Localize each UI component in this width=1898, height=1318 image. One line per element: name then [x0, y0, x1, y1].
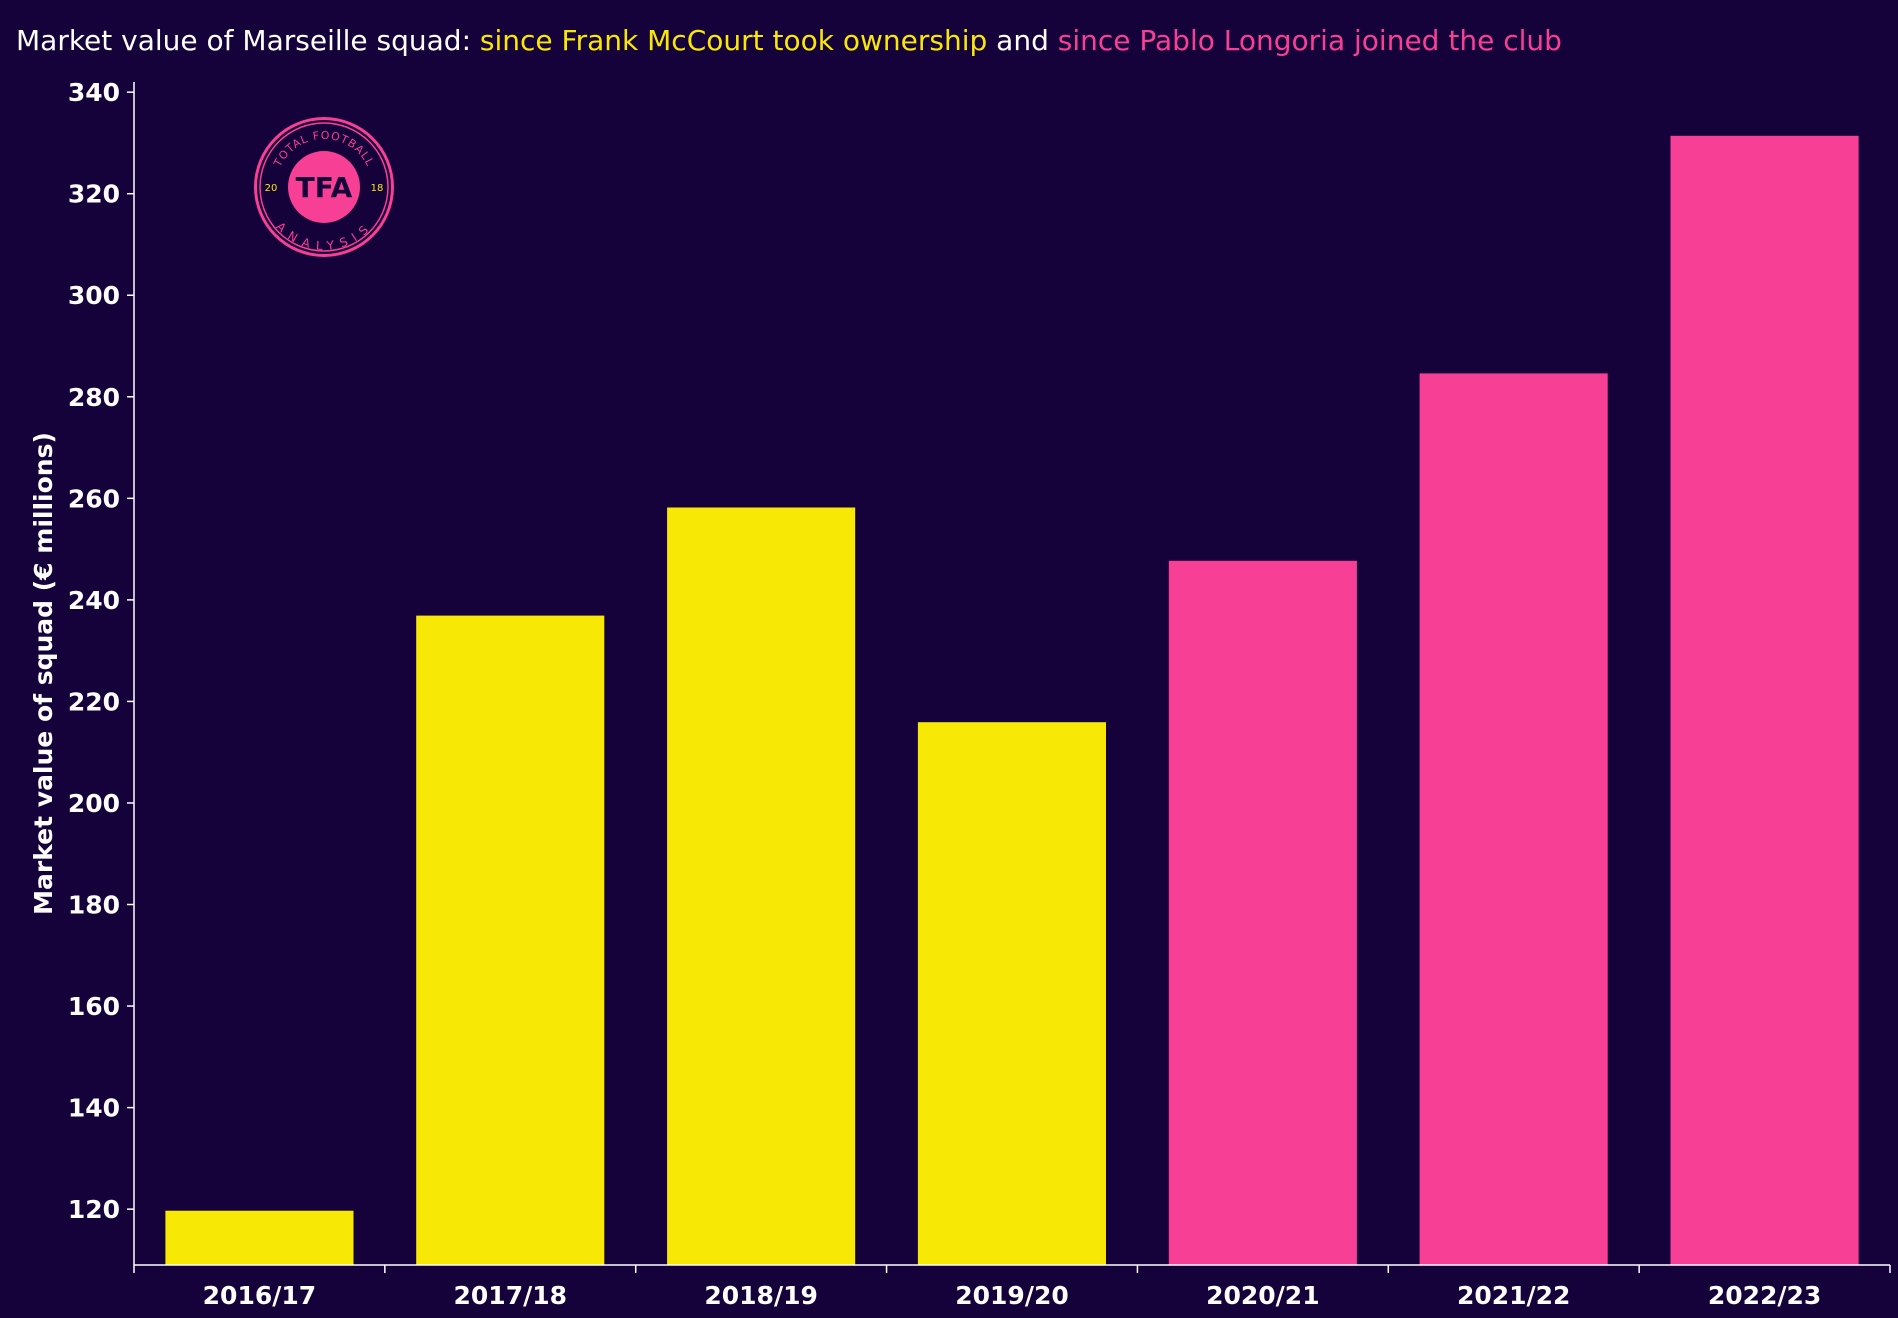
y-tick-label: 160 [68, 992, 120, 1021]
y-tick-label: 280 [68, 383, 120, 412]
y-ticks: 120 140 160 180 200 220 240 260 280 300 320 340 [68, 78, 134, 1224]
logo-year-left: 20 [265, 183, 278, 194]
y-tick-label: 180 [68, 891, 120, 920]
x-ticks: 2016/17 2017/18 2018/19 2019/20 2020/21 2021/… [133, 1265, 1891, 1310]
y-tick-label: 340 [68, 78, 120, 107]
chart-title: Market value of Marseille squad: since F… [16, 24, 1562, 57]
title-prefix: Market value of Marseille squad: [16, 24, 480, 57]
logo-center-disc [288, 151, 360, 223]
bar-2016-17 [165, 1210, 354, 1265]
y-tick-label: 200 [68, 789, 120, 818]
y-tick-label: 300 [68, 281, 120, 310]
y-tick-label: 220 [68, 687, 120, 716]
x-tick-label: 2018/19 [704, 1281, 818, 1310]
title-highlight-mccourt: since Frank McCourt took ownership [479, 24, 988, 57]
x-tick-label: 2017/18 [454, 1281, 568, 1310]
title-joiner: and [987, 24, 1058, 57]
title-highlight-longoria: since Pablo Longoria joined the club [1057, 24, 1562, 57]
x-tick-label: 2019/20 [955, 1281, 1069, 1310]
tfa-logo: TOTAL FOOTBALL ANALYSIS TFA 20 18 [254, 117, 394, 257]
y-tick-label: 240 [68, 586, 120, 615]
logo-year-right: 18 [371, 183, 384, 194]
logo-inner-ring [259, 122, 389, 252]
bar-2022-23 [1670, 135, 1859, 1265]
x-tick-label: 2020/21 [1206, 1281, 1320, 1310]
y-tick-label: 260 [68, 484, 120, 513]
x-tick-label: 2021/22 [1457, 1281, 1571, 1310]
bar-2017-18 [416, 615, 605, 1265]
x-tick-label: 2022/23 [1708, 1281, 1822, 1310]
bar-2020-21 [1168, 560, 1357, 1265]
bar-2021-22 [1419, 373, 1608, 1265]
y-tick-label: 320 [68, 180, 120, 209]
bar-2018-19 [667, 507, 856, 1265]
y-tick-label: 120 [68, 1195, 120, 1224]
x-tick-label: 2016/17 [203, 1281, 317, 1310]
bar-2019-20 [917, 722, 1106, 1265]
y-tick-label: 140 [68, 1094, 120, 1123]
logo-main-text: TFA [296, 171, 353, 204]
bars-group [165, 135, 1859, 1265]
y-axis-label: Market value of squad (€ millions) [29, 432, 58, 915]
